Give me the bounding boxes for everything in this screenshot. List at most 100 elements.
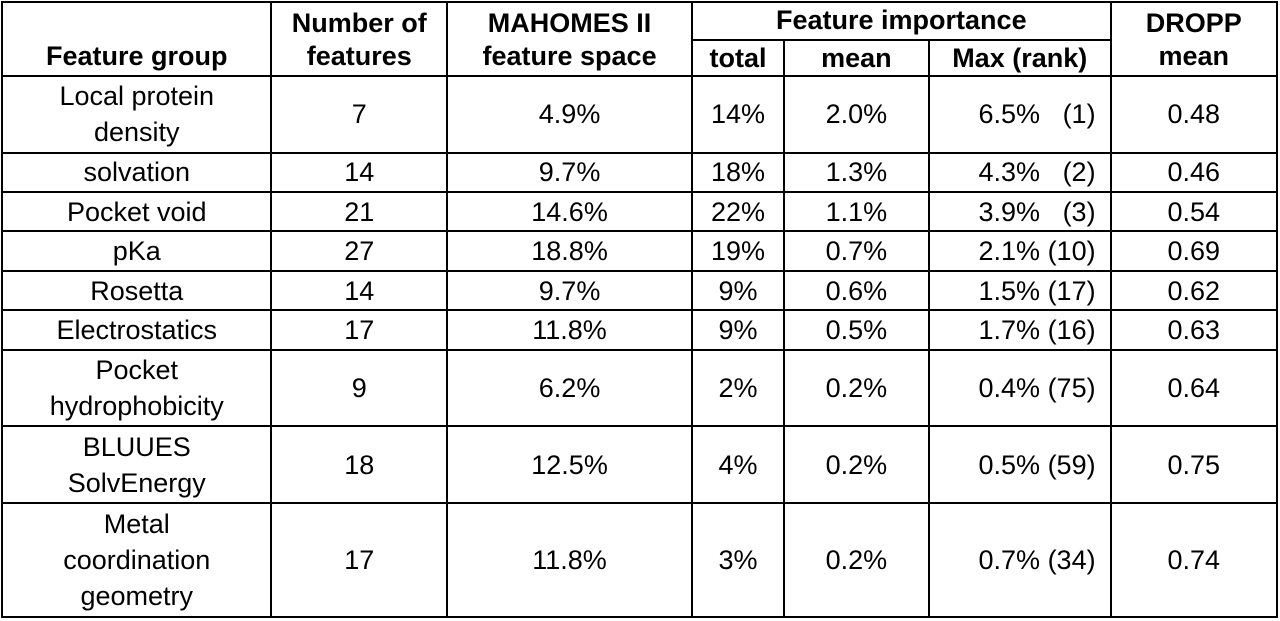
cell-feature-space: 4.9%	[446, 75, 694, 154]
table-row: solvation 14 9.7% 18% 1.3% 4.3% (2) 0.46	[0, 151, 1279, 194]
cell-fi-max-rank: 0.7% (34)	[927, 501, 1112, 619]
cell-fi-max-rank: 2.1% (10)	[927, 230, 1112, 272]
cell-number-of-features: 21	[270, 191, 449, 233]
cell-number-of-features: 9	[270, 348, 449, 428]
cell-dropp-mean: 0.46	[1109, 151, 1279, 194]
cell-feature-space: 18.8%	[446, 230, 694, 272]
cell-fi-total: 9%	[691, 269, 785, 312]
cell-feature-space: 6.2%	[446, 348, 694, 428]
rank-value: (34)	[1047, 544, 1096, 575]
cell-dropp-mean: 0.63	[1109, 309, 1279, 351]
cell-number-of-features: 17	[270, 309, 449, 351]
header-dropp-mean: DROPP mean	[1109, 1, 1279, 77]
cell-feature-group: solvation	[0, 151, 273, 194]
header-number-of-features: Number of features	[270, 1, 449, 77]
cell-fi-mean: 0.2%	[782, 425, 930, 504]
cell-feature-group: Pocket void	[0, 191, 273, 233]
cell-fi-max-rank: 1.7% (16)	[927, 309, 1112, 351]
table-body: Local protein density 7 4.9% 14% 2.0% 6.5% (1)…	[0, 75, 1279, 619]
cell-fi-mean: 0.6%	[782, 269, 930, 312]
cell-number-of-features: 18	[270, 425, 449, 504]
max-value: 1.7%	[978, 314, 1041, 345]
cell-feature-group: Rosetta	[0, 269, 273, 312]
table-row: Local protein density 7 4.9% 14% 2.0% 6.5% (1)…	[0, 75, 1279, 154]
cell-number-of-features: 14	[270, 269, 449, 312]
cell-number-of-features: 27	[270, 230, 449, 272]
cell-fi-max-rank: 4.3% (2)	[927, 151, 1112, 194]
cell-fi-mean: 0.5%	[782, 309, 930, 351]
cell-number-of-features: 7	[270, 75, 449, 154]
table-row: pKa 27 18.8% 19% 0.7% 2.1% (10) 0.69	[0, 230, 1279, 272]
rank-value: (2)	[1047, 157, 1096, 188]
cell-fi-mean: 1.3%	[782, 151, 930, 194]
table-row: Electrostatics 17 11.8% 9% 0.5% 1.7% (16) 0.63	[0, 309, 1279, 351]
rank-value: (75)	[1047, 372, 1096, 403]
header-mahomes-feature-space: MAHOMES II feature space	[446, 1, 694, 77]
cell-dropp-mean: 0.75	[1109, 425, 1279, 504]
cell-fi-total: 22%	[691, 191, 785, 233]
cell-fi-total: 19%	[691, 230, 785, 272]
rank-value: (59)	[1047, 449, 1096, 480]
max-value: 6.5%	[978, 99, 1041, 130]
cell-dropp-mean: 0.69	[1109, 230, 1279, 272]
cell-feature-space: 12.5%	[446, 425, 694, 504]
rank-value: (17)	[1047, 275, 1096, 306]
cell-feature-group: Local protein density	[0, 75, 273, 154]
cell-fi-max-rank: 3.9% (3)	[927, 191, 1112, 233]
cell-feature-group: Metal coordination geometry	[0, 501, 273, 619]
max-value: 4.3%	[978, 157, 1041, 188]
cell-fi-total: 9%	[691, 309, 785, 351]
header-fi-total: total	[691, 39, 785, 77]
cell-feature-group: Pocket hydrophobicity	[0, 348, 273, 428]
cell-dropp-mean: 0.74	[1109, 501, 1279, 619]
cell-fi-max-rank: 6.5% (1)	[927, 75, 1112, 154]
cell-fi-total: 14%	[691, 75, 785, 154]
cell-fi-mean: 1.1%	[782, 191, 930, 233]
cell-fi-total: 3%	[691, 501, 785, 619]
cell-feature-space: 14.6%	[446, 191, 694, 233]
table-row: Pocket hydrophobicity 9 6.2% 2% 0.2% 0.4% (75)…	[0, 348, 1279, 428]
max-value: 0.4%	[978, 372, 1041, 403]
max-value: 0.5%	[978, 449, 1041, 480]
cell-fi-total: 18%	[691, 151, 785, 194]
table-row: Rosetta 14 9.7% 9% 0.6% 1.5% (17) 0.62	[0, 269, 1279, 312]
max-value: 2.1%	[978, 236, 1041, 267]
cell-fi-total: 4%	[691, 425, 785, 504]
rank-value: (16)	[1047, 314, 1096, 345]
cell-fi-mean: 0.2%	[782, 348, 930, 428]
table-row: BLUUES SolvEnergy 18 12.5% 4% 0.2% 0.5% (59) 0.…	[0, 425, 1279, 504]
header-feature-group: Feature group	[0, 1, 273, 77]
rank-value: (1)	[1047, 99, 1096, 130]
cell-feature-space: 11.8%	[446, 309, 694, 351]
table-row: Pocket void 21 14.6% 22% 1.1% 3.9% (3) 0.54	[0, 191, 1279, 233]
cell-dropp-mean: 0.54	[1109, 191, 1279, 233]
cell-fi-total: 2%	[691, 348, 785, 428]
max-value: 1.5%	[978, 275, 1041, 306]
cell-feature-group: BLUUES SolvEnergy	[0, 425, 273, 504]
rank-value: (3)	[1047, 196, 1096, 227]
cell-feature-space: 9.7%	[446, 269, 694, 312]
cell-number-of-features: 14	[270, 151, 449, 194]
rank-value: (10)	[1047, 236, 1096, 267]
cell-fi-max-rank: 0.5% (59)	[927, 425, 1112, 504]
cell-feature-group: pKa	[0, 230, 273, 272]
header-fi-max-rank: Max (rank)	[927, 39, 1112, 77]
cell-fi-max-rank: 1.5% (17)	[927, 269, 1112, 312]
cell-dropp-mean: 0.48	[1109, 75, 1279, 154]
max-value: 0.7%	[978, 544, 1041, 575]
cell-dropp-mean: 0.62	[1109, 269, 1279, 312]
header-feature-importance: Feature importance	[691, 1, 1112, 41]
table-row: Metal coordination geometry 17 11.8% 3% 0.2% 0.…	[0, 501, 1279, 619]
cell-fi-mean: 0.2%	[782, 501, 930, 619]
cell-fi-max-rank: 0.4% (75)	[927, 348, 1112, 428]
cell-feature-group: Electrostatics	[0, 309, 273, 351]
cell-number-of-features: 17	[270, 501, 449, 619]
header-fi-mean: mean	[782, 39, 930, 77]
cell-feature-space: 9.7%	[446, 151, 694, 194]
cell-dropp-mean: 0.64	[1109, 348, 1279, 428]
cell-fi-mean: 0.7%	[782, 230, 930, 272]
cell-feature-space: 11.8%	[446, 501, 694, 619]
max-value: 3.9%	[978, 196, 1041, 227]
cell-fi-mean: 2.0%	[782, 75, 930, 154]
